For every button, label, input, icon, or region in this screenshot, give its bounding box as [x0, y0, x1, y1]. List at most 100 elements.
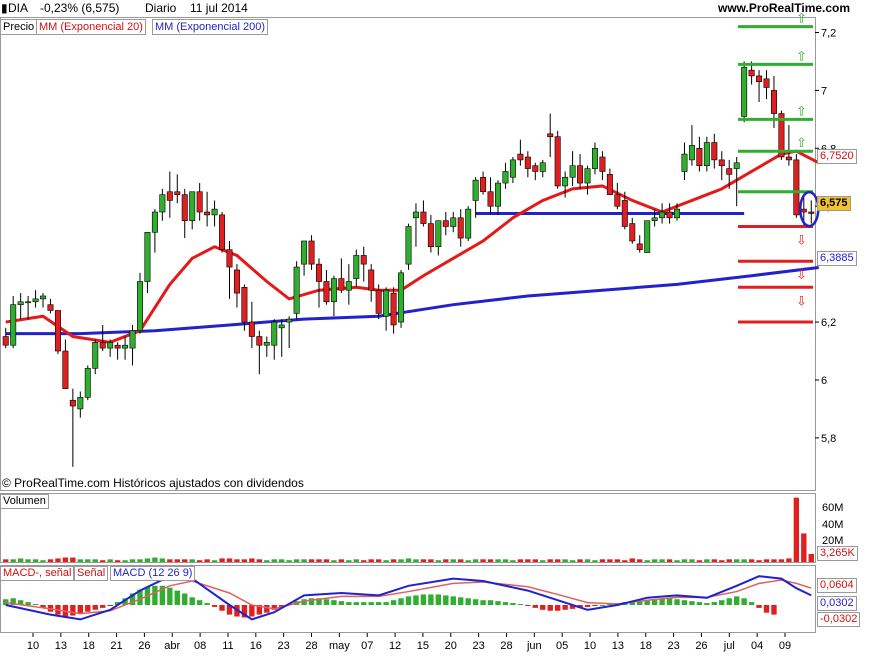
candle-body [301, 240, 308, 265]
candle-body [420, 211, 427, 224]
volume-bar [159, 558, 166, 562]
x-axis-label: 23 [667, 640, 679, 652]
header-change: -0,23% (6,575) [40, 1, 120, 15]
macd-histogram-bar [704, 603, 710, 605]
volume-bar [55, 558, 61, 562]
candle-body [487, 191, 494, 207]
x-axis-label: 09 [779, 640, 791, 652]
volume-bar [189, 559, 195, 562]
volume-bar [390, 559, 397, 562]
candle-body [375, 289, 382, 314]
volume-label[interactable]: Volumen [0, 494, 49, 509]
header-date: 11 jul 2014 [190, 1, 248, 15]
candle-body [405, 226, 412, 265]
green-arrow-up-icon: ⇧ [796, 136, 807, 151]
macd-signal-line [5, 579, 812, 615]
volume-bar [801, 533, 807, 562]
macd-histogram-bar [405, 596, 412, 605]
macd-label-macd[interactable]: MACD (12 26 9) [110, 566, 196, 581]
price-y-tick-label: 6,2 [821, 317, 836, 329]
red-arrow-down-icon: ⇩ [796, 294, 807, 309]
volume-bar [375, 559, 382, 562]
macd-histogram-bar [666, 598, 673, 605]
candle-body [785, 156, 792, 161]
footer-note: © ProRealTime.com Históricos ajustados c… [2, 476, 304, 490]
candle-body [129, 330, 136, 349]
candle-body [427, 223, 434, 248]
macd-histogram-bar [458, 597, 464, 605]
macd-histogram-bar [219, 605, 225, 611]
volume-bar [771, 559, 777, 562]
volume-bar [562, 559, 568, 562]
candle-body [151, 211, 158, 233]
x-axis-label: 18 [83, 640, 95, 652]
volume-bar [510, 560, 516, 562]
price-y-tick-label: 7 [821, 85, 827, 97]
volume-bar [182, 559, 188, 562]
volume-bar [92, 559, 98, 562]
volume-bar [316, 559, 322, 562]
candle-body [159, 194, 166, 213]
candle-body [614, 194, 621, 207]
x-axis-label: 18 [640, 640, 652, 652]
macd-histogram-bar [92, 605, 98, 610]
macd-histogram-bar [70, 605, 76, 616]
macd-label-signal[interactable]: Señal [74, 566, 109, 581]
volume-bar [144, 558, 151, 562]
macd-histogram-bar [599, 605, 606, 606]
macd-histogram-bar [510, 603, 516, 605]
volume-bar [85, 559, 91, 562]
site-url[interactable]: www.ProRealTime.com [718, 1, 851, 15]
volume-bar [808, 553, 814, 562]
x-axis-label: may [329, 640, 350, 652]
macd-histogram-bar [651, 599, 658, 605]
macd-histogram-bar [428, 594, 434, 605]
candle-body [793, 159, 800, 216]
price-y-tick-label: 5,8 [821, 433, 836, 445]
macd-histogram-bar [540, 605, 546, 610]
macd-histogram-bar [3, 599, 9, 605]
macd-label-hist[interactable]: MACD-, señal [0, 566, 75, 581]
macd-histogram-bar [17, 600, 24, 605]
red-arrow-down-icon: ⇩ [796, 268, 807, 283]
candle-body [480, 176, 487, 193]
volume-bar [196, 560, 203, 562]
header-symbol: DIA [8, 1, 29, 15]
volume-bar [569, 560, 576, 562]
volume-bar [554, 559, 561, 562]
volume-bar [517, 559, 524, 562]
candle-body [241, 287, 248, 323]
candle-body [718, 159, 725, 166]
macd-histogram-bar [189, 597, 195, 605]
candle-body [211, 208, 218, 216]
macd-histogram-bar [748, 602, 755, 605]
candle-body [107, 342, 114, 349]
volume-bar [234, 559, 240, 562]
macd-histogram-bar [398, 598, 404, 605]
macd-histogram-bar [569, 605, 576, 609]
macd-histogram-bar [629, 602, 635, 605]
macd-histogram-bar [763, 605, 770, 613]
legend-ema200[interactable]: MM (Exponencial 200) [152, 19, 269, 35]
volume-bar [420, 559, 427, 562]
green-arrow-up-icon: ⇧ [796, 49, 807, 64]
legend-ema20[interactable]: MM (Exponencial 20) [36, 19, 146, 35]
macd-histogram-bar [390, 600, 397, 605]
candle-body [360, 255, 367, 265]
volume-bar [502, 559, 509, 562]
price-panel-frame [0, 17, 816, 491]
macd-histogram-bar [450, 596, 456, 605]
candle-body [204, 211, 211, 216]
macd-histogram-bar [256, 605, 263, 615]
candle-body [763, 78, 770, 88]
macd-histogram-bar [361, 602, 367, 605]
volume-bar [778, 559, 785, 562]
volume-bar [756, 560, 762, 562]
volume-bar [361, 560, 367, 562]
macd-histogram-bar [517, 604, 524, 606]
volume-bar [428, 559, 434, 562]
candle-body [621, 200, 628, 227]
macd-histogram-bar [323, 599, 330, 605]
macd-histogram-bar [413, 595, 419, 605]
legend-price[interactable]: Precio [0, 19, 38, 35]
